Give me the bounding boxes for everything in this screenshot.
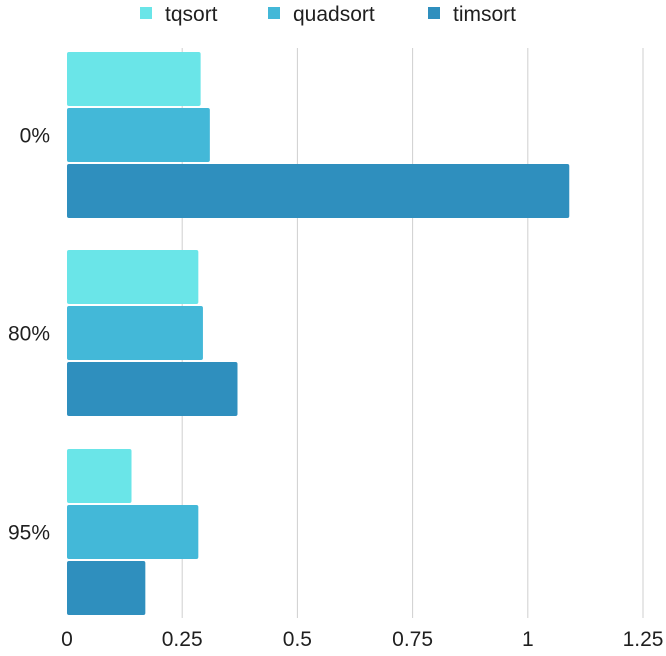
- category-label: 80%: [8, 323, 50, 346]
- legend-label-quadsort: quadsort: [293, 3, 375, 26]
- bars: [67, 52, 570, 615]
- legend-label-timsort: timsort: [453, 3, 516, 26]
- axis-labels: 0% 80% 95% 0 0.25 0.5 0.75 1 1.25: [8, 125, 663, 651]
- bar-tqsort-2: [67, 449, 132, 503]
- bar-tqsort-1: [67, 250, 199, 304]
- x-tick-label: 0: [61, 628, 73, 651]
- x-tick-label: 1: [522, 628, 534, 651]
- bar-timsort-1: [67, 362, 238, 416]
- grid-lines: [181, 48, 644, 618]
- legend-swatch-timsort: [428, 7, 440, 19]
- x-tick-label: 0.75: [392, 628, 433, 651]
- category-label: 0%: [20, 125, 50, 148]
- bar-timsort-2: [67, 561, 146, 615]
- legend-label-tqsort: tqsort: [165, 3, 218, 26]
- x-tick-label: 0.25: [162, 628, 203, 651]
- bar-quadsort-0: [67, 108, 210, 162]
- bar-quadsort-2: [67, 505, 199, 559]
- x-tick-label: 0.5: [283, 628, 312, 651]
- legend-swatch-tqsort: [140, 7, 152, 19]
- category-label: 95%: [8, 522, 50, 545]
- bar-quadsort-1: [67, 306, 203, 360]
- bar-tqsort-0: [67, 52, 201, 106]
- x-tick-label: 1.25: [623, 628, 664, 651]
- bar-timsort-0: [67, 164, 570, 218]
- legend: tqsort quadsort timsort: [140, 3, 516, 26]
- legend-swatch-quadsort: [268, 7, 280, 19]
